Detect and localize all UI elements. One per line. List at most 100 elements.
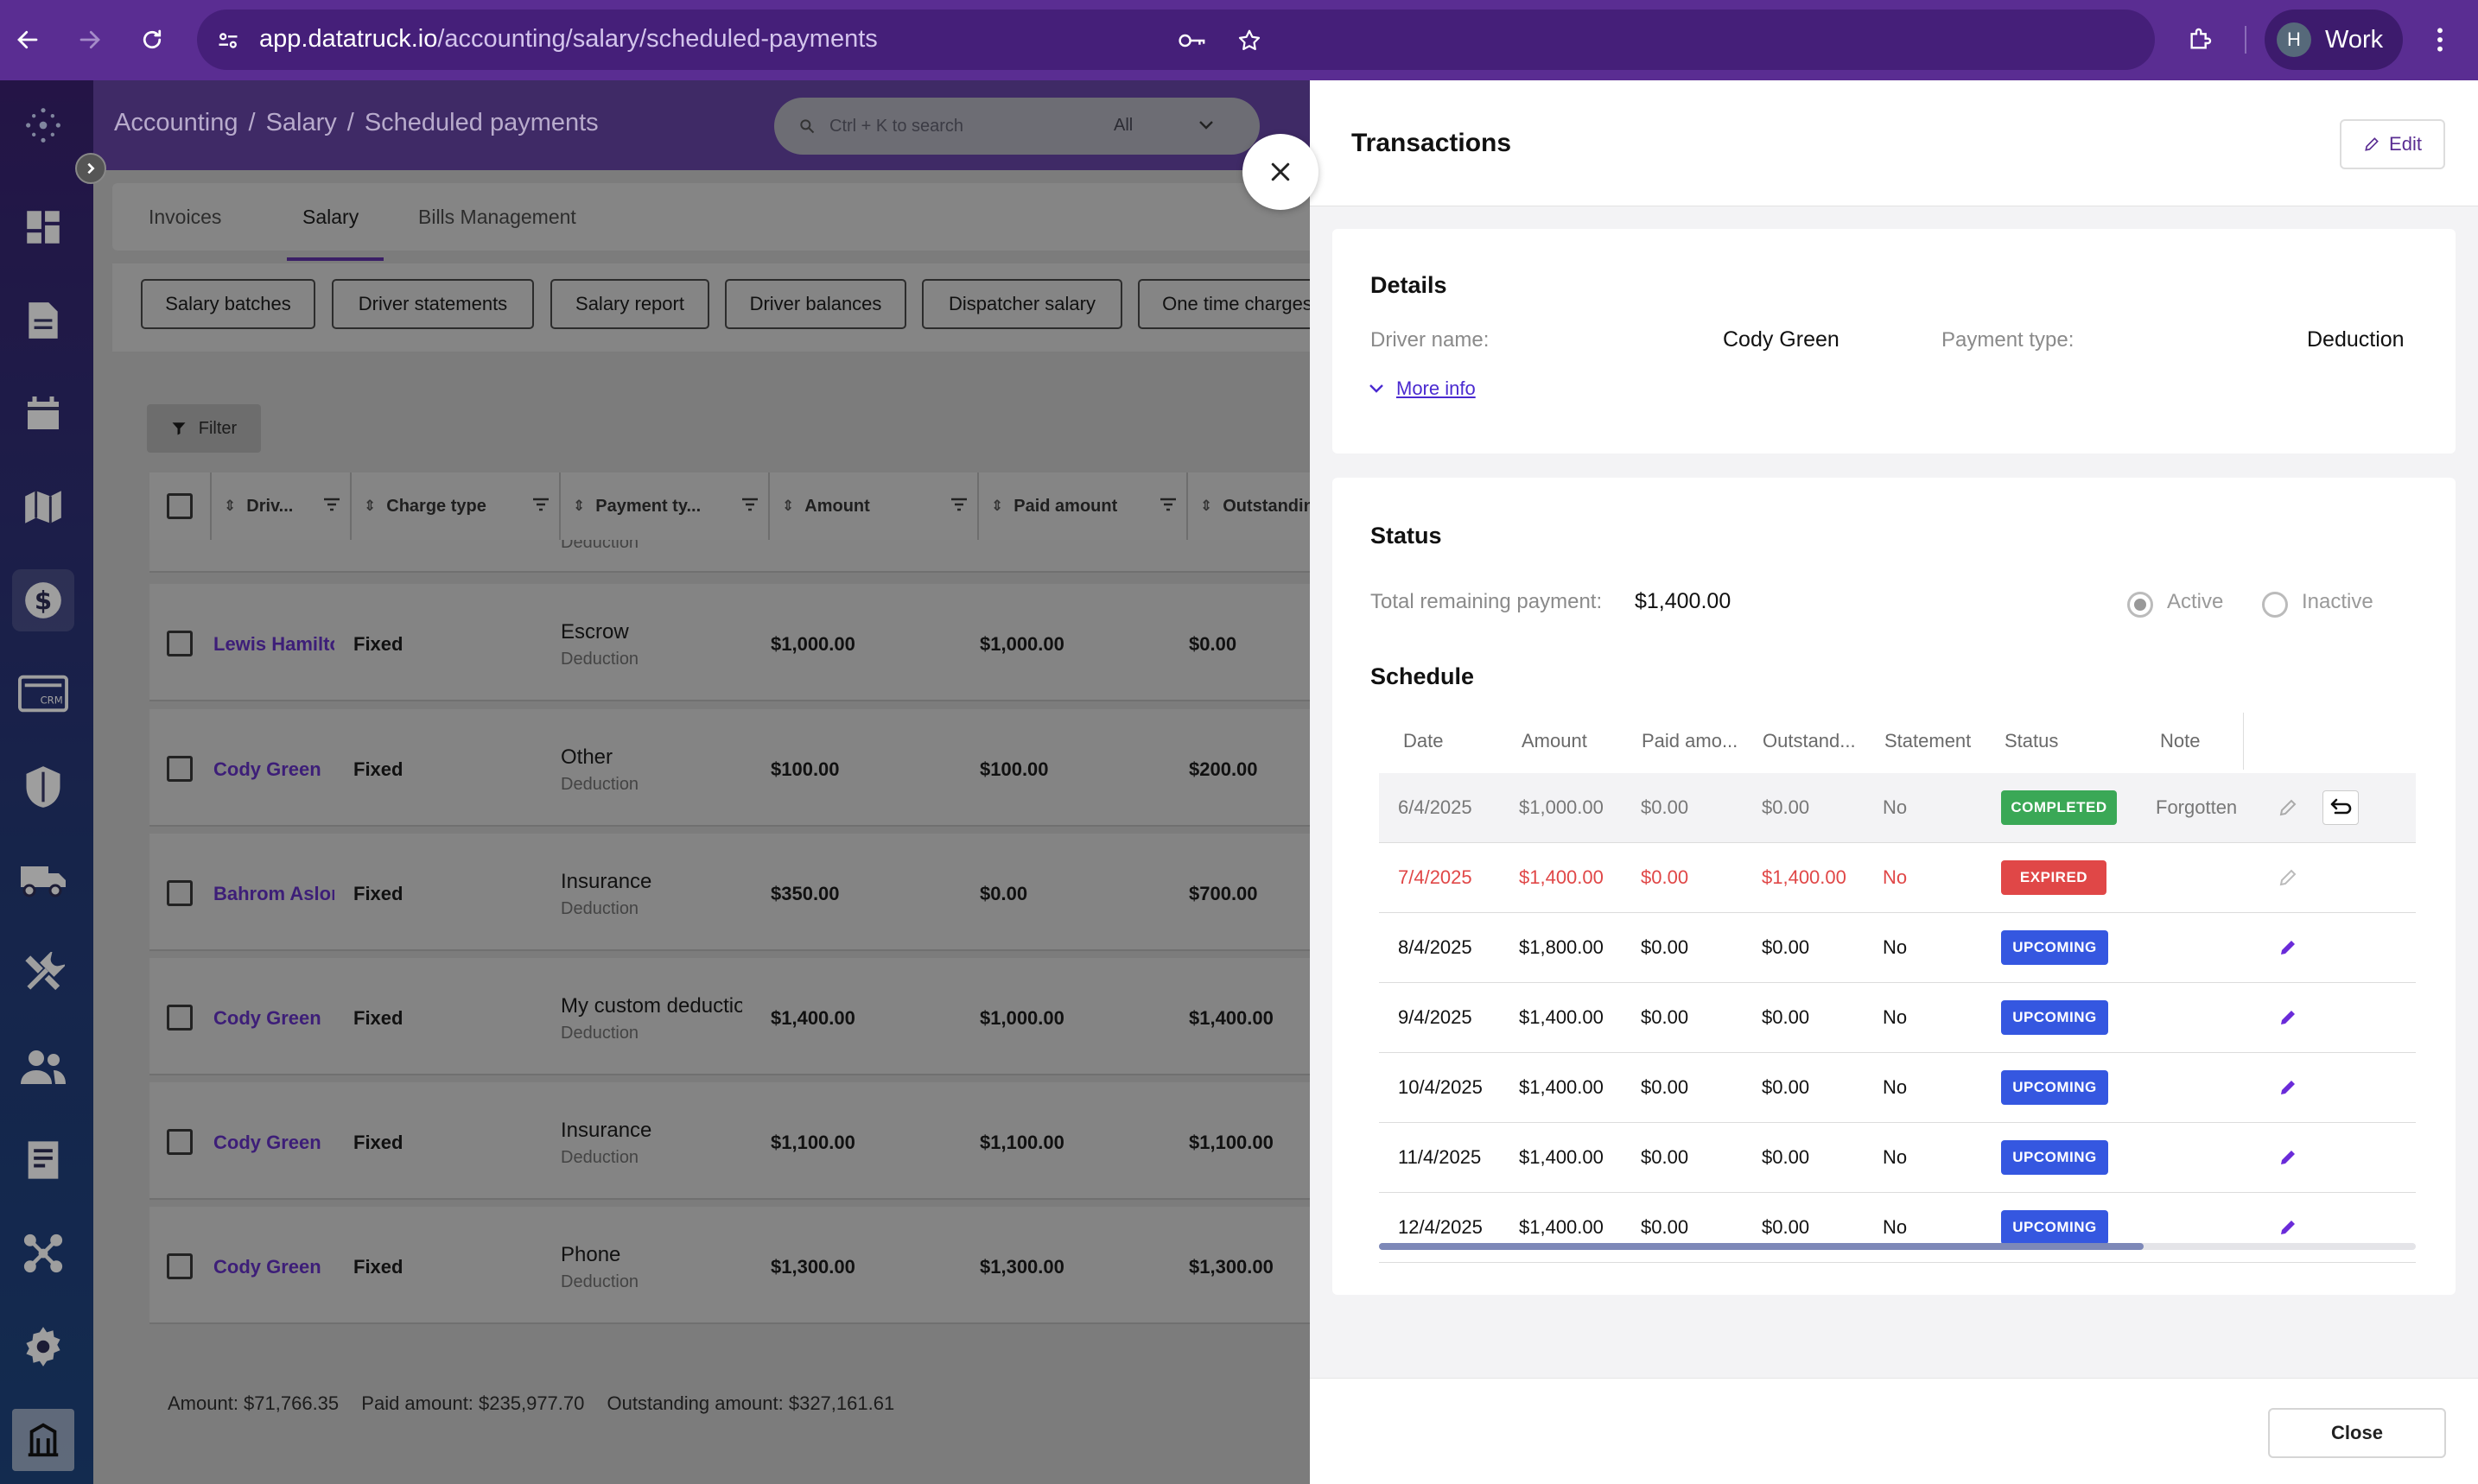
sched-paid: $0.00 [1641, 796, 1689, 818]
sidebar-item-maintenance[interactable] [12, 942, 74, 1005]
more-info-toggle[interactable]: More info [1369, 377, 1476, 400]
close-drawer-button[interactable] [1242, 134, 1318, 210]
sidebar-expand-button[interactable] [75, 153, 106, 184]
address-bar[interactable]: app.datatruck.io/accounting/salary/sched… [197, 10, 2155, 70]
sidebar-item-settings[interactable] [12, 1316, 74, 1378]
search-scope-select[interactable]: All [1114, 116, 1134, 135]
edit-row-icon[interactable] [2278, 1077, 2298, 1098]
column-filter-icon[interactable] [1159, 496, 1178, 513]
driver-link[interactable]: Cody Green [213, 1132, 321, 1153]
row-checkbox[interactable] [167, 1253, 193, 1279]
edit-row-icon[interactable] [2278, 1007, 2298, 1028]
column-payment-type[interactable]: ⇕ Payment ty... [559, 472, 768, 540]
sidebar-item-reports[interactable] [12, 1129, 74, 1191]
remaining-label: Total remaining payment: [1370, 590, 1603, 613]
edit-button[interactable]: Edit [2340, 119, 2445, 169]
column-filter-icon[interactable] [531, 496, 550, 513]
subtab-dispatcher-salary[interactable]: Dispatcher salary [922, 279, 1122, 329]
breadcrumb-accounting[interactable]: Accounting [114, 109, 238, 136]
inactive-radio[interactable] [2262, 592, 2288, 618]
column-driver[interactable]: ⇕ Driv... [210, 472, 350, 540]
dashboard-icon [27, 211, 60, 244]
dollar-icon: $ [25, 582, 61, 618]
breadcrumb-salary[interactable]: Salary [265, 109, 337, 136]
subtab-one-time-charges[interactable]: One time charges [1138, 279, 1337, 329]
paid-amount: $1,300.00 [980, 1256, 1064, 1278]
edit-row-icon[interactable] [2278, 937, 2298, 958]
tab-invoices[interactable]: Invoices [149, 206, 222, 228]
sidebar-item-map[interactable] [12, 476, 74, 538]
close-button[interactable]: Close [2268, 1408, 2446, 1458]
row-checkbox[interactable] [167, 631, 193, 656]
row-checkbox[interactable] [167, 880, 193, 906]
edit-row-icon[interactable] [2278, 1217, 2298, 1238]
edit-row-icon[interactable] [2278, 797, 2298, 818]
row-checkbox[interactable] [167, 1129, 193, 1155]
edit-row-icon[interactable] [2278, 1147, 2298, 1168]
password-key-icon[interactable] [1173, 22, 1211, 60]
table-row[interactable]: Cody Green Fixed Other Deduction $100.00… [149, 709, 1342, 827]
back-button[interactable] [3, 16, 52, 64]
column-filter-icon[interactable] [740, 496, 759, 513]
sidebar-item-documents[interactable] [12, 289, 74, 352]
browser-menu-button[interactable] [2416, 16, 2464, 64]
subtab-driver-statements[interactable]: Driver statements [332, 279, 534, 329]
table-row[interactable]: Lewis Hamilton Fixed Escrow Deduction $1… [149, 584, 1342, 701]
sched-amount: $1,400.00 [1519, 1146, 1604, 1168]
driver-link[interactable]: Bahrom Aslonov [213, 883, 334, 904]
sched-outstanding: $1,400.00 [1762, 866, 1846, 888]
column-outstanding[interactable]: ⇕ Outstanding [1186, 472, 1342, 540]
subtab-salary-batches[interactable]: Salary batches [141, 279, 315, 329]
column-paid-amount[interactable]: ⇕ Paid amount [977, 472, 1186, 540]
column-filter-icon[interactable] [950, 496, 969, 513]
driver-link[interactable]: Lewis Hamilton [213, 633, 334, 655]
search-input[interactable]: Ctrl + K to search [829, 117, 964, 136]
tab-bills-management[interactable]: Bills Management [418, 206, 576, 228]
sched-paid: $0.00 [1641, 1076, 1689, 1098]
crm-icon: CRM [18, 675, 68, 713]
active-radio[interactable] [2127, 592, 2153, 618]
schedule-scrollbar[interactable] [1379, 1243, 2416, 1250]
site-settings-icon[interactable] [209, 22, 247, 60]
column-filter-icon[interactable] [322, 496, 341, 513]
charge-type: Fixed [353, 633, 403, 655]
revert-payment-button[interactable] [2322, 790, 2359, 825]
sidebar-item-users[interactable] [12, 1036, 74, 1098]
sidebar-item-crm[interactable]: CRM [12, 663, 74, 725]
table-row[interactable]: Cody Green Fixed Phone Deduction $1,300.… [149, 1207, 1342, 1324]
table-row[interactable]: Bahrom Aslonov Fixed Insurance Deduction… [149, 834, 1342, 951]
driver-link[interactable]: Cody Green [213, 1007, 321, 1029]
tab-salary[interactable]: Salary [302, 206, 359, 228]
filter-button[interactable]: Filter [147, 404, 261, 453]
extensions-button[interactable] [2176, 16, 2224, 64]
sidebar-item-company[interactable] [12, 1409, 74, 1471]
profile-chip[interactable]: H Work [2265, 10, 2403, 70]
bookmark-star-icon[interactable] [1230, 22, 1268, 60]
driver-link[interactable]: Cody Green [213, 1256, 321, 1278]
subtab-driver-balances[interactable]: Driver balances [725, 279, 906, 329]
row-checkbox[interactable] [167, 1005, 193, 1031]
sched-date: 12/4/2025 [1398, 1216, 1483, 1238]
sidebar-item-fleet[interactable] [12, 849, 74, 911]
sidebar-item-accounting[interactable]: $ [12, 569, 74, 631]
sidebar-item-security[interactable] [12, 756, 74, 818]
driver-link[interactable]: Cody Green [213, 758, 321, 780]
status-badge: UPCOMING [2001, 1210, 2108, 1245]
column-amount[interactable]: ⇕ Amount [768, 472, 977, 540]
sidebar-item-integrations[interactable] [12, 1222, 74, 1284]
global-search[interactable]: Ctrl + K to search All [774, 98, 1260, 155]
sidebar-item-calendar[interactable] [12, 383, 74, 445]
subtab-salary-report[interactable]: Salary report [550, 279, 709, 329]
calendar-icon [28, 396, 59, 429]
column-charge-type[interactable]: ⇕ Charge type [350, 472, 559, 540]
row-checkbox[interactable] [167, 756, 193, 782]
app-logo[interactable] [12, 94, 74, 156]
select-all-checkbox[interactable] [167, 493, 193, 519]
reload-button[interactable] [128, 16, 176, 64]
table-row[interactable]: Cody Green Fixed Insurance Deduction $1,… [149, 1082, 1342, 1200]
forward-button[interactable] [66, 16, 114, 64]
table-row[interactable]: Cody Green Fixed My custom deduction Ded… [149, 958, 1342, 1075]
scrollbar-thumb[interactable] [1379, 1243, 2144, 1250]
sidebar-item-dashboard[interactable] [12, 196, 74, 258]
schedule-row: 8/4/2025 $1,800.00 $0.00 $0.00 No UPCOMI… [1379, 913, 2416, 983]
